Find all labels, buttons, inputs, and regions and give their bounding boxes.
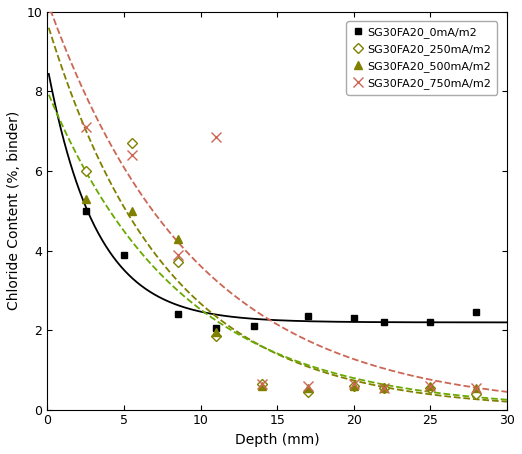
X-axis label: Depth (mm): Depth (mm) bbox=[235, 433, 319, 447]
Y-axis label: Chloride Content (%, binder): Chloride Content (%, binder) bbox=[7, 111, 21, 311]
Legend: SG30FA20_0mA/m2, SG30FA20_250mA/m2, SG30FA20_500mA/m2, SG30FA20_750mA/m2: SG30FA20_0mA/m2, SG30FA20_250mA/m2, SG30… bbox=[347, 21, 497, 94]
